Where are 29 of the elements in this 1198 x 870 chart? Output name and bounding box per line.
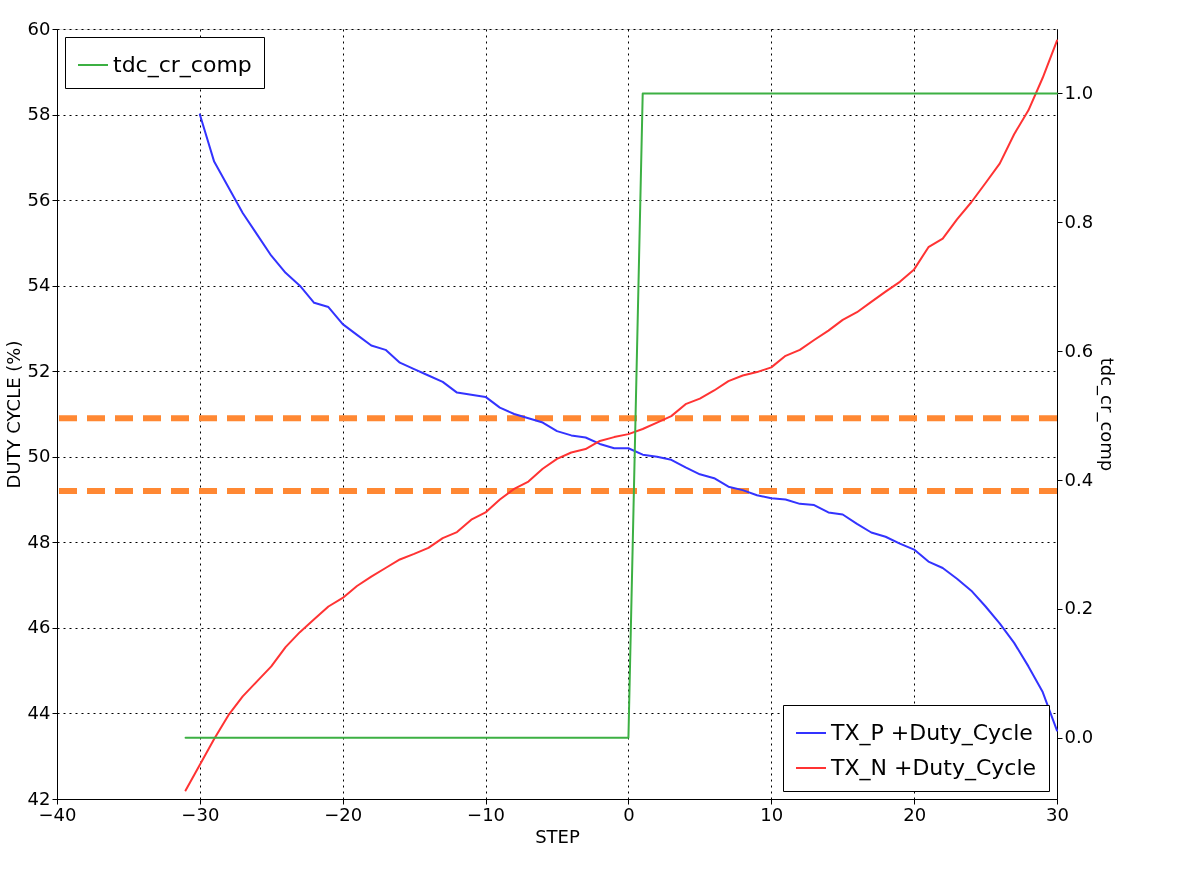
x-tick-label: −30: [181, 803, 220, 825]
y2-tick-label: 1.0: [1064, 81, 1094, 103]
y-tick-label: 52: [27, 359, 51, 381]
y-tick-label: 58: [27, 103, 51, 125]
y-tick-label: 44: [27, 701, 51, 723]
y-tick-label: 54: [27, 274, 51, 296]
x-axis-title: STEP: [535, 825, 580, 847]
y-axis-title: DUTY CYCLE (%): [2, 340, 24, 489]
legend-label: tdc_cr_comp: [113, 52, 252, 78]
x-tick-label: −20: [324, 803, 363, 825]
y-tick-label: 42: [27, 787, 51, 809]
y2-tick-label: 0.8: [1064, 210, 1094, 232]
legend-label: TX_P +Duty_Cycle: [830, 720, 1033, 746]
y2-tick-label: 0.0: [1064, 726, 1094, 748]
y-tick-label: 48: [27, 530, 51, 552]
x-tick-label: 10: [760, 803, 784, 825]
y2-tick-label: 0.6: [1064, 339, 1094, 361]
y2-axis-title: tdc_cr_comp: [1096, 357, 1119, 472]
y-tick-label: 60: [27, 17, 51, 39]
x-tick-label: 30: [1046, 803, 1069, 825]
legend-label: TX_N +Duty_Cycle: [830, 755, 1037, 781]
x-tick-label: 0: [623, 803, 635, 825]
y-tick-label: 50: [27, 445, 51, 467]
x-tick-label: −10: [467, 803, 506, 825]
y2-tick-label: 0.2: [1064, 597, 1094, 619]
y-tick-label: 56: [27, 188, 51, 210]
y2-tick-label: 0.4: [1064, 468, 1094, 490]
y-tick-label: 46: [27, 616, 51, 638]
x-tick-label: 20: [903, 803, 927, 825]
